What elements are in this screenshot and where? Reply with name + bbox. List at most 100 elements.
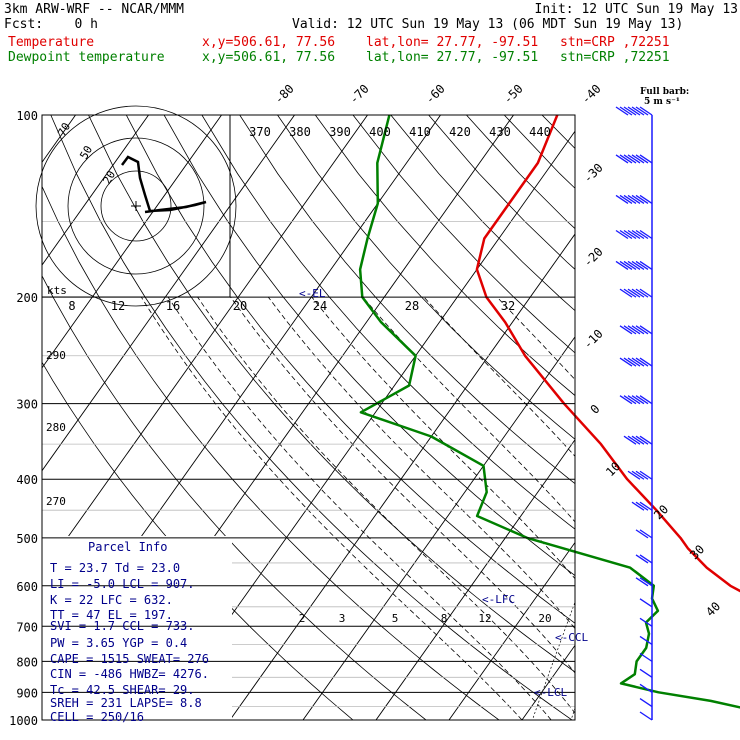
isotherm-line: [302, 336, 575, 720]
barb-flag: [627, 395, 641, 405]
barb-flag: [639, 470, 653, 480]
skewed-temperature-label: -10: [581, 327, 606, 352]
moist-adiabat-line: [197, 296, 575, 714]
barb-flag: [623, 395, 637, 405]
ccl-marker: <-CCL: [555, 631, 588, 644]
skewed-temperature-label: -50: [501, 82, 526, 107]
isotherm-line: [375, 438, 575, 720]
theta-label: 400: [369, 125, 391, 139]
hodograph-units: kts: [47, 284, 67, 297]
barb-flag: [631, 194, 645, 204]
barb-flag: [623, 435, 637, 445]
dry-adiabat-line: [125, 115, 575, 624]
barb-flag: [639, 288, 653, 298]
skewed-temperature-label: -60: [423, 82, 448, 107]
barb-flag: [639, 598, 653, 608]
dry-adiabat-line: [201, 115, 575, 530]
temperature-legend-latlon: lat,lon= 27.77, -97.51: [366, 35, 539, 50]
dry-adiabat-line: [50, 115, 573, 720]
moist-adiabat-line: [311, 296, 575, 580]
barb-flag: [619, 154, 633, 164]
parcel-row: Tc = 42.5 SHEAR= 29.: [50, 683, 195, 697]
barb-flag: [627, 194, 641, 204]
dewpoint-legend-xy: x,y=506.61, 77.56: [202, 50, 336, 65]
barb-flag: [635, 577, 649, 587]
barb-flag: [627, 357, 641, 367]
barb-flag: [639, 501, 653, 511]
temperature-legend-xy: x,y=506.61, 77.56: [202, 35, 336, 50]
barb-flag: [623, 106, 637, 116]
theta-label: 380: [289, 125, 311, 139]
barb-flag: [615, 229, 629, 240]
barb-flag: [639, 697, 653, 708]
wind-barb: [615, 154, 653, 164]
barb-flag: [615, 260, 629, 270]
hodograph-scale-label: 28: [405, 299, 419, 313]
barb-flag: [631, 288, 645, 298]
mixing-ratio-line: [570, 707, 575, 720]
barb-flag: [635, 154, 649, 164]
wind-barb: [631, 501, 653, 511]
parcel-row: CAPE = 1515 SWEAT= 276: [50, 652, 209, 666]
barb-flag: [631, 154, 645, 164]
skewed-temperature-label: -80: [272, 82, 297, 107]
barb-flag: [635, 554, 649, 564]
dry-adiabat-line: [42, 275, 427, 720]
barb-flag: [639, 395, 653, 405]
dry-adiabat-line: [731, 115, 740, 733]
dewpoint-legend-label: Dewpoint temperature: [8, 50, 165, 65]
barb-flag: [631, 501, 645, 511]
dry-adiabat-line: [580, 115, 740, 733]
dry-adiabat-line: [88, 115, 575, 673]
barb-flag: [631, 260, 645, 270]
barb-flag: [639, 229, 653, 240]
pressure-tick-label: 200: [16, 291, 38, 305]
wind-barb: [635, 529, 653, 539]
hodograph-scale-label: 32: [501, 299, 515, 313]
isotherm-line: [42, 115, 149, 266]
hodograph-trace: [121, 155, 207, 214]
hodograph-scale-label: 24: [313, 299, 327, 313]
dry-adiabat-line: [163, 115, 575, 577]
barb-flag: [631, 106, 645, 116]
moist-adiabat-line: [423, 296, 575, 457]
barb-flag: [639, 435, 653, 445]
dewpoint-legend-station: stn=CRP ,72251: [560, 50, 670, 65]
barb-flag: [631, 229, 645, 240]
parcel-info-title: Parcel Info: [88, 540, 167, 554]
hodograph-theta-label: 270: [46, 495, 66, 508]
barb-flag: [615, 194, 629, 204]
barb-flag: [623, 325, 637, 335]
wind-barb: [619, 288, 653, 298]
model-title: 3km ARW-WRF -- NCAR/MMM: [4, 2, 185, 17]
dry-adiabat-line: [314, 115, 575, 397]
pressure-tick-label: 400: [16, 473, 38, 487]
hodograph-ring-label: 50: [77, 144, 95, 162]
barb-flag: [639, 260, 653, 270]
barb-flag: [631, 325, 645, 335]
skewed-temperature-label: 30: [687, 542, 707, 562]
parcel-row: PW = 3.65 YGP = 0.4: [50, 636, 187, 650]
wind-barb: [615, 106, 653, 116]
barb-flag: [631, 470, 645, 480]
barb-flag: [639, 357, 653, 367]
parcel-row: SREH = 231 LAPSE= 8.8: [50, 696, 202, 710]
barb-flag: [631, 357, 645, 367]
barb-flag: [639, 325, 653, 335]
hodograph-ring: [67, 137, 205, 275]
barb-flag: [635, 325, 649, 335]
barb-flag: [619, 260, 633, 270]
pressure-tick-label: 100: [16, 109, 38, 123]
skewed-temperature-label: -20: [581, 245, 606, 270]
temperature-profile: [475, 114, 740, 593]
barb-flag: [623, 288, 637, 298]
barb-flag: [639, 652, 653, 662]
wind-barb: [639, 617, 653, 627]
barb-flag: [627, 288, 641, 298]
mixing-ratio-label: 20: [538, 612, 551, 625]
pressure-tick-label: 500: [16, 532, 38, 546]
barb-flag: [639, 668, 653, 678]
barb-flag: [635, 260, 649, 270]
barb-flag: [627, 106, 641, 116]
